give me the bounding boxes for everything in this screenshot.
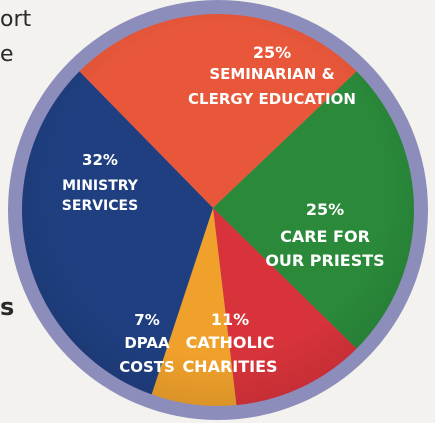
slice-label-dpaa: 7% DPAA COSTS [119,311,175,376]
slice-percent-charities: 11% [211,310,249,329]
slice-percent-ministry: 32% [82,151,118,169]
cropped-side-text: e [0,42,14,67]
slice-percent-seminarian: 25% [253,43,291,62]
slice-category-dpaa: COSTS [119,358,175,376]
slice-label-seminarian: 25% SEMINARIAN & CLERGY EDUCATION [188,43,356,108]
cropped-side-text: s [0,293,15,321]
slice-category-care: CARE FOR [280,227,370,246]
slice-label-care: 25% CARE FOR OUR PRIESTS [265,200,384,270]
slice-category-ministry: MINISTRY [62,178,139,194]
slice-percent-dpaa: 7% [134,311,159,329]
slice-percent-care: 25% [306,200,344,219]
slice-category-ministry: SERVICES [62,198,138,214]
slice-label-charities: 11% CATHOLIC CHARITIES [182,310,277,376]
slice-category-charities: CATHOLIC [186,333,275,352]
slice-category-care: OUR PRIESTS [265,251,384,270]
slice-category-dpaa: DPAA [124,334,170,352]
slice-category-seminarian: CLERGY EDUCATION [188,90,356,108]
slice-category-charities: CHARITIES [182,357,277,376]
slice-category-seminarian: SEMINARIAN & [209,65,334,83]
slice-label-ministry: 32% MINISTRY SERVICES [62,151,139,214]
